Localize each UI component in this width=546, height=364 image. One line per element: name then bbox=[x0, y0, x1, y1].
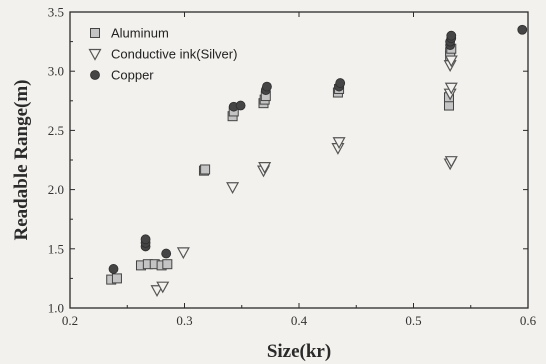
x-tick-label: 0.6 bbox=[520, 313, 537, 328]
axis-ticks: 0.2 0.3 0.4 0.5 0.6 1.0 1.5 2.0 2.5 3.0 3.5 bbox=[48, 5, 537, 329]
data-point-circle bbox=[161, 248, 172, 259]
data-point-circle bbox=[262, 81, 272, 92]
data-point-circle bbox=[517, 24, 528, 35]
series-square bbox=[106, 43, 457, 285]
data-point-triangle-down bbox=[444, 156, 458, 168]
y-tick-label: 2.0 bbox=[48, 182, 64, 197]
y-tick-label: 3.0 bbox=[48, 64, 64, 79]
data-point-circle bbox=[108, 264, 119, 274]
legend-marker-circle bbox=[90, 70, 100, 80]
data-point-triangle-down bbox=[156, 281, 170, 294]
series-triangle-down bbox=[150, 55, 458, 297]
data-point-triangle-down bbox=[150, 285, 164, 297]
x-tick-label: 0.2 bbox=[62, 313, 78, 328]
y-tick-label: 1.0 bbox=[48, 301, 64, 316]
x-axis-title: Size(kr) bbox=[267, 341, 331, 362]
y-axis-title: Readable Range(m) bbox=[11, 80, 32, 241]
data-point-triangle-down bbox=[226, 182, 240, 194]
y-tick-label: 2.5 bbox=[48, 123, 64, 138]
x-tick-label: 0.3 bbox=[176, 313, 192, 328]
data-point-triangle-down bbox=[176, 247, 190, 260]
data-points bbox=[106, 24, 528, 297]
data-point-circle bbox=[446, 30, 457, 41]
data-point-square bbox=[111, 273, 122, 284]
x-tick-label: 0.4 bbox=[291, 313, 308, 328]
legend-marker-triangle-down bbox=[88, 48, 102, 61]
legend-label: Conductive ink(Silver) bbox=[111, 47, 237, 62]
data-point-triangle-down bbox=[444, 82, 458, 95]
series-circle bbox=[108, 24, 528, 274]
legend-label: Copper bbox=[111, 68, 154, 83]
data-point-triangle-down bbox=[444, 55, 458, 68]
data-point-square bbox=[443, 100, 454, 111]
y-tick-label: 1.5 bbox=[48, 241, 64, 256]
legend-marker-square bbox=[90, 28, 100, 38]
data-point-triangle-down bbox=[332, 137, 346, 149]
x-tick-label: 0.5 bbox=[405, 313, 421, 328]
y-tick-label: 3.5 bbox=[48, 5, 64, 20]
data-point-square bbox=[200, 164, 211, 175]
data-point-circle bbox=[235, 100, 246, 111]
legend: Aluminum Conductive ink(Silver) Copper bbox=[88, 26, 237, 83]
data-point-circle bbox=[140, 234, 151, 245]
legend-label: Aluminum bbox=[111, 26, 169, 41]
data-point-square bbox=[162, 259, 173, 270]
data-point-triangle-down bbox=[258, 162, 272, 174]
data-point-circle bbox=[335, 78, 346, 88]
